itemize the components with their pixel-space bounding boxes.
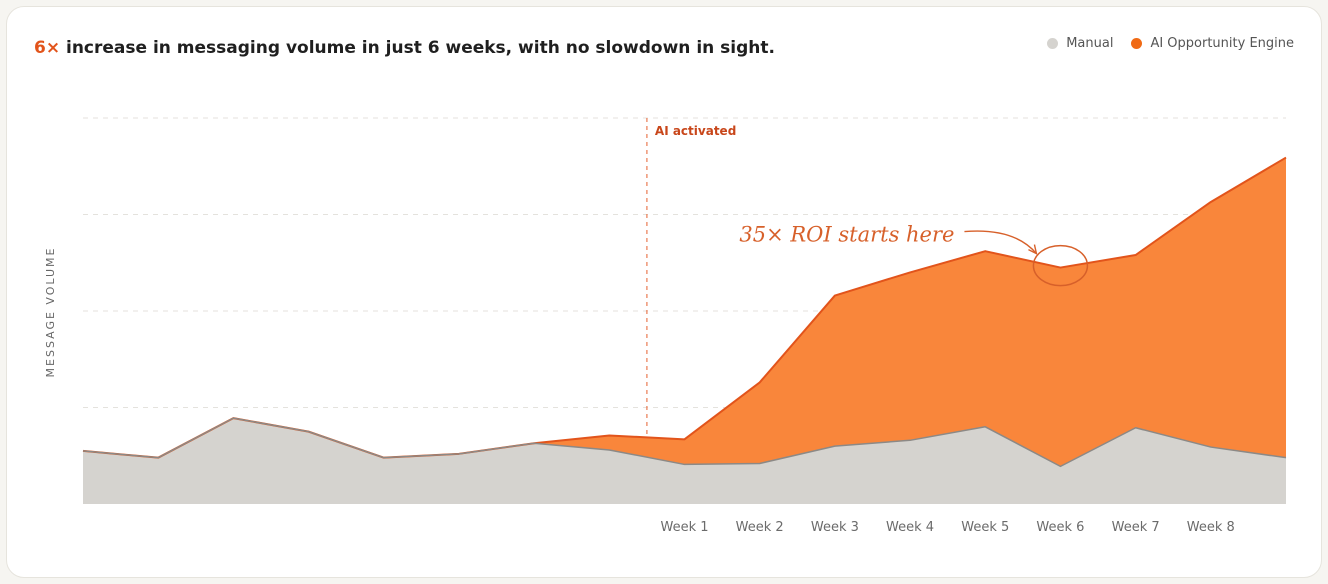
x-tick-label: Week 5 [961, 520, 1009, 535]
legend-dot-ai [1131, 38, 1143, 49]
y-axis-label: MESSAGE VOLUME [44, 247, 57, 378]
legend-label-manual: Manual [1066, 36, 1114, 51]
roi-arrow-head [1028, 244, 1038, 255]
headline-text: increase in messaging volume in just 6 w… [60, 38, 775, 58]
legend-label-ai: AI Opportunity Engine [1150, 36, 1294, 51]
x-tick-label: Week 2 [736, 520, 784, 535]
legend: Manual AI Opportunity Engine [1047, 36, 1294, 51]
x-tick-label: Week 8 [1187, 520, 1235, 535]
x-tick-label: Week 6 [1036, 520, 1084, 535]
roi-annotation-arrow [964, 230, 1037, 255]
x-tick-labels: Week 1 Week 2 Week 3 Week 4 Week 5 Week 6 Week… [660, 520, 1234, 535]
x-tick-label: Week 7 [1112, 520, 1160, 535]
x-tick-label: Week 4 [886, 520, 934, 535]
roi-highlight-circle [1032, 244, 1089, 287]
x-tick-label: Week 3 [811, 520, 859, 535]
roi-annotation-label: 35× ROI starts here [739, 223, 954, 247]
chart-areas [82, 156, 1287, 504]
chart-headline: 6× increase in messaging volume in just … [34, 38, 775, 58]
area-manual [83, 418, 1286, 504]
legend-dot-manual [1047, 38, 1059, 49]
annotations: AI activated 35× ROI starts here [646, 118, 1089, 436]
headline-accent: 6× [34, 38, 61, 58]
line-manual [82, 417, 1287, 468]
x-tick-label: Week 1 [660, 520, 708, 535]
ai-activated-label: AI activated [655, 124, 736, 138]
legend-item-ai: AI Opportunity Engine [1131, 36, 1294, 51]
legend-item-manual: Manual [1047, 36, 1113, 51]
area-ai-opportunity-engine [83, 157, 1286, 504]
